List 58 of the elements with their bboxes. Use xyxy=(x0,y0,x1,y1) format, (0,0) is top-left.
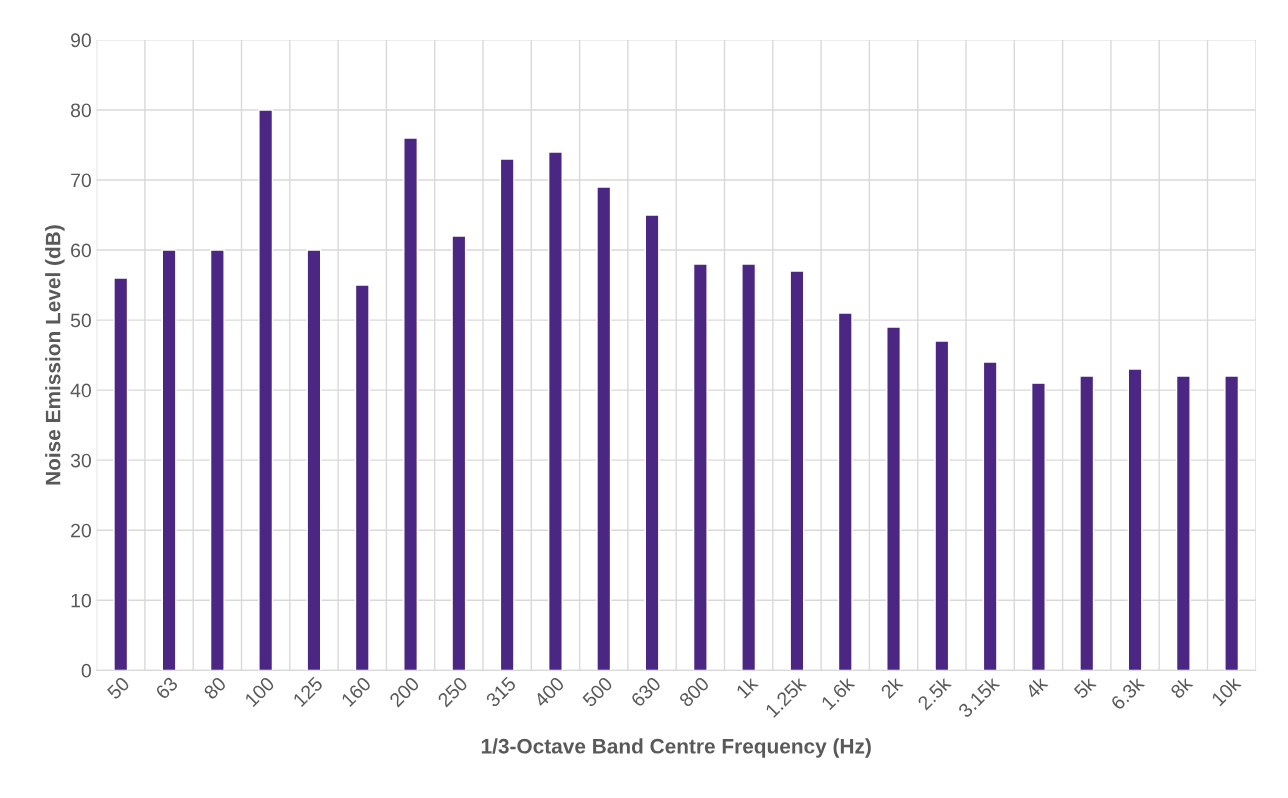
x-tick-label: 400 xyxy=(533,676,566,708)
x-tick-label: 80 xyxy=(203,676,227,700)
y-tick-label: 0 xyxy=(81,663,91,678)
x-tick-label: 2k xyxy=(879,675,904,699)
x-tick-label: 4k xyxy=(1024,675,1049,700)
x-tick-label: 100 xyxy=(244,676,276,708)
bar xyxy=(692,263,708,671)
bar xyxy=(306,249,322,671)
x-tick-label: 10k xyxy=(1210,675,1242,707)
x-tick-label: 200 xyxy=(388,676,421,708)
bar xyxy=(1224,375,1240,671)
bar xyxy=(209,249,225,671)
y-tick-label: 40 xyxy=(70,383,91,398)
bar xyxy=(789,270,805,671)
x-tick-label: 250 xyxy=(436,676,469,708)
y-tick-label: 90 xyxy=(71,33,91,48)
bar xyxy=(354,284,370,671)
y-tick-label: 80 xyxy=(70,103,91,118)
y-axis-title: Noise Emission Level (dB) xyxy=(45,225,65,485)
bar xyxy=(837,312,853,671)
x-tick-label: 63 xyxy=(154,676,179,700)
bar xyxy=(1175,375,1191,671)
x-tick-label: 500 xyxy=(581,676,614,708)
y-tick-label: 50 xyxy=(70,313,91,328)
x-tick-label: 125 xyxy=(292,676,324,708)
bar xyxy=(113,277,129,671)
bar xyxy=(982,361,998,671)
x-tick-label: 50 xyxy=(106,676,131,701)
bar xyxy=(886,326,902,671)
x-tick-label: 1k xyxy=(735,675,759,699)
bar xyxy=(403,137,419,671)
bar xyxy=(258,109,274,671)
bar xyxy=(161,249,177,671)
y-tick-label: 30 xyxy=(70,453,91,468)
x-tick-label: 800 xyxy=(678,676,710,708)
x-tick-label: 160 xyxy=(340,676,372,708)
bar xyxy=(499,158,515,671)
bar xyxy=(547,151,563,671)
bar xyxy=(1127,368,1143,671)
bar xyxy=(1030,382,1046,671)
x-tick-label: 1.6k xyxy=(820,675,856,711)
y-tick-label: 70 xyxy=(71,173,91,188)
x-tick-label: 630 xyxy=(630,676,662,708)
y-tick-label: 20 xyxy=(71,523,91,538)
y-tick-label: 60 xyxy=(71,243,91,258)
bar xyxy=(644,214,660,671)
x-axis-title: 1/3-Octave Band Centre Frequency (Hz) xyxy=(481,738,871,758)
bar xyxy=(741,263,757,671)
x-tick-label: 8k xyxy=(1169,675,1194,700)
y-tick-label: 10 xyxy=(71,593,91,608)
bar xyxy=(1079,375,1095,671)
x-tick-label: 315 xyxy=(485,676,517,708)
bar xyxy=(934,340,950,671)
x-tick-label: 2.5k xyxy=(916,675,952,711)
x-tick-label: 6.3k xyxy=(1109,675,1146,711)
bar xyxy=(451,235,467,671)
bar xyxy=(596,186,612,671)
x-tick-label: 5k xyxy=(1072,675,1097,700)
